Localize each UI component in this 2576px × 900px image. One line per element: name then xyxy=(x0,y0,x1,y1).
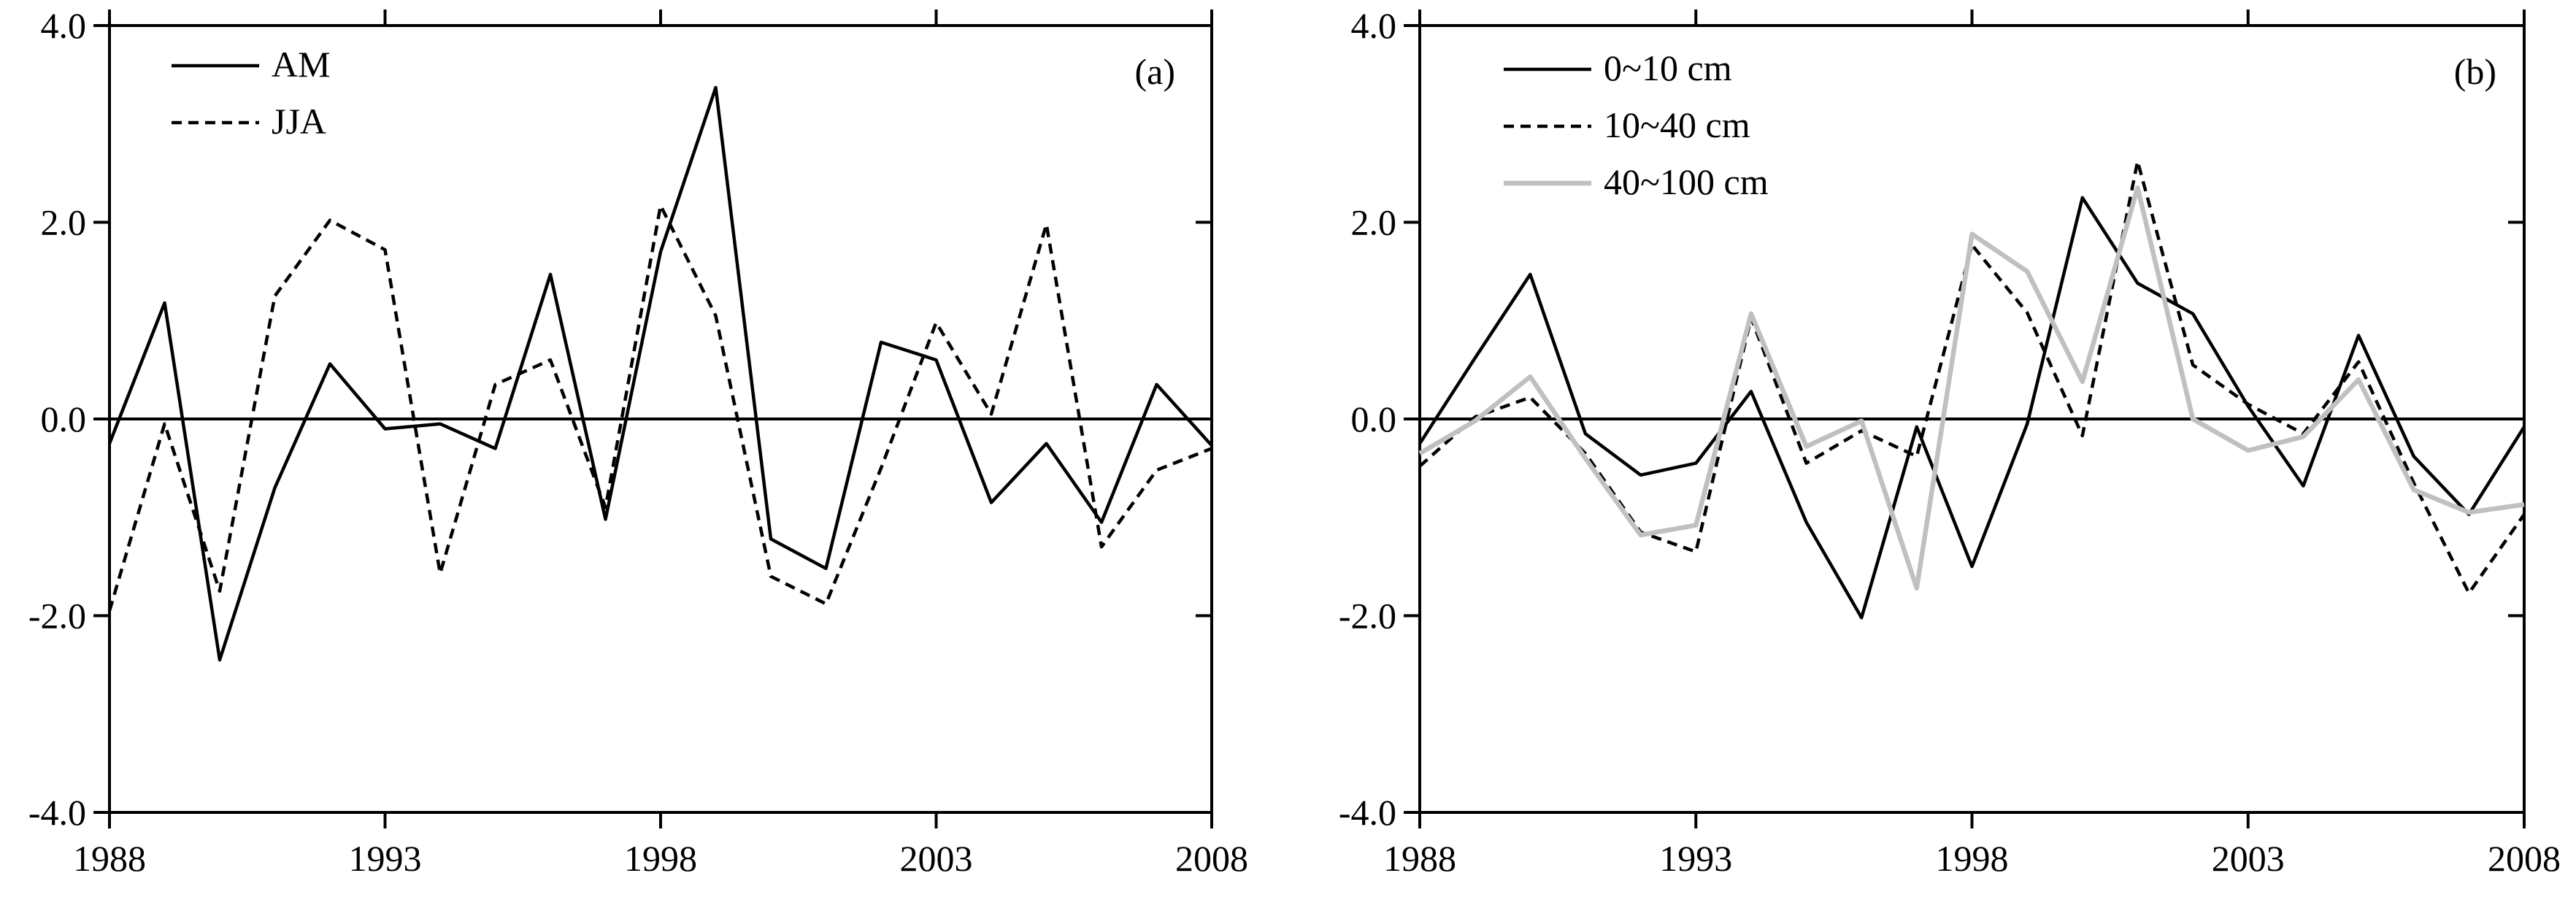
panel-a-label: (a) xyxy=(1135,51,1176,92)
panel-b-series-3-line xyxy=(1418,185,2525,591)
panel-a-series-2-line xyxy=(107,204,1212,612)
panel-a-chart: 4.0 2.0 0.0 -2.0 -4.0 1988 1993 1998 2003 2008 AM J… xyxy=(28,5,1248,879)
panel-b-y-tick-label: 0.0 xyxy=(1351,399,1397,439)
panel-a-y-tick-label: 4.0 xyxy=(41,5,87,46)
panel-b-y-tick-label: -4.0 xyxy=(1339,792,1396,833)
panel-a-x-tick-label: 1998 xyxy=(624,838,697,879)
panel-a-y-tick-label: 2.0 xyxy=(41,202,87,243)
panel-a-legend-label: AM xyxy=(272,44,331,85)
panel-b-legend-label: 40~100 cm xyxy=(1604,161,1769,202)
panel-b-series-1-line xyxy=(1418,196,2526,620)
panel-b-x-tick-label: 1988 xyxy=(1383,838,1456,879)
panel-b-series-2-line xyxy=(1418,159,2526,595)
panel-a-legend-label: JJA xyxy=(272,101,326,142)
panel-b-x-tick-label: 2003 xyxy=(2212,838,2285,879)
panel-b-y-tick-label: -2.0 xyxy=(1339,596,1396,636)
panel-b-x-tick-label: 2008 xyxy=(2488,838,2561,879)
panel-b-x-tick-label: 1993 xyxy=(1659,838,1732,879)
panel-b-legend-label: 10~40 cm xyxy=(1604,104,1750,145)
panel-a-series-1-line xyxy=(107,85,1213,662)
panel-a-x-tick-label: 1988 xyxy=(73,838,146,879)
panel-a-y-tick-label: 0.0 xyxy=(41,399,87,439)
panel-b-y-tick-label: 4.0 xyxy=(1351,5,1397,46)
panel-a-y-tick-label: -2.0 xyxy=(28,596,86,636)
panel-a-x-tick-label: 2003 xyxy=(900,838,973,879)
panel-b-x-tick-label: 1998 xyxy=(1936,838,2009,879)
panel-b-chart: 4.0 2.0 0.0 -2.0 -4.0 1988 1993 1998 2003 2008 0~1… xyxy=(1339,5,2561,879)
panel-a-y-tick-label: -4.0 xyxy=(28,792,86,833)
panel-b-legend-label: 0~10 cm xyxy=(1604,47,1732,88)
panel-b-label: (b) xyxy=(2454,51,2496,92)
panel-a-x-tick-label: 1993 xyxy=(349,838,422,879)
panel-a-x-tick-label: 2008 xyxy=(1175,838,1248,879)
panel-b-y-tick-label: 2.0 xyxy=(1351,202,1397,243)
